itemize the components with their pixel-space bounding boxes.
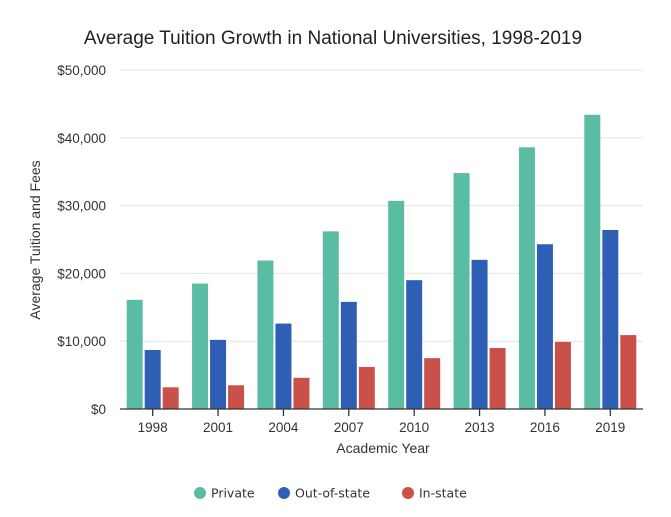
x-tick-label: 2013 (465, 420, 495, 435)
y-axis-title: Average Tuition and Fees (27, 160, 43, 319)
bar-in-state-2007 (358, 366, 375, 409)
legend-label: Private (211, 486, 255, 501)
bar-private-2019 (584, 114, 601, 410)
x-tick-label: 2016 (530, 420, 560, 435)
bar-in-state-2019 (620, 335, 637, 409)
chart-title: Average Tuition Growth in National Unive… (84, 28, 582, 49)
bar-private-2004 (257, 260, 274, 409)
bar-in-state-2004 (293, 377, 310, 409)
bar-out-of-state-2016 (536, 244, 553, 409)
bar-in-state-2016 (554, 341, 571, 409)
x-axis-ticks: 1998 2001 2004 2007 2010 2013 2016 2019 (138, 409, 625, 435)
bars (126, 114, 637, 410)
x-tick-label: 2019 (595, 420, 625, 435)
legend-marker-icon (402, 487, 414, 499)
legend-marker-icon (194, 487, 206, 499)
x-tick-label: 2004 (268, 420, 299, 435)
bar-private-2007 (322, 231, 339, 409)
bar-out-of-state-1998 (144, 350, 161, 409)
x-tick-label: 2010 (399, 420, 429, 435)
legend: Private Out-of-state In-state (194, 486, 467, 501)
bar-out-of-state-2010 (406, 280, 423, 409)
bar-private-2016 (518, 147, 535, 410)
y-tick-label: $0 (91, 402, 106, 417)
bar-in-state-2013 (489, 347, 506, 409)
bar-in-state-2001 (228, 385, 245, 409)
bar-out-of-state-2004 (275, 323, 292, 409)
legend-label: In-state (419, 486, 467, 501)
bar-private-2013 (453, 173, 470, 409)
legend-label: Out-of-state (295, 486, 370, 501)
legend-item-private: Private (194, 486, 255, 501)
bar-out-of-state-2007 (340, 301, 357, 409)
legend-item-in-state: In-state (402, 486, 467, 501)
y-tick-label: $40,000 (57, 131, 106, 146)
bar-private-1998 (126, 299, 143, 409)
legend-item-out-of-state: Out-of-state (278, 486, 370, 501)
y-tick-label: $30,000 (57, 199, 106, 214)
bar-out-of-state-2019 (602, 230, 619, 409)
y-axis-ticks: $0 $10,000 $20,000 $30,000 $40,000 $50,000 (57, 63, 106, 417)
bar-private-2001 (192, 283, 209, 409)
x-tick-label: 2001 (203, 420, 233, 435)
bar-out-of-state-2001 (210, 339, 227, 409)
x-tick-label: 1998 (138, 420, 168, 435)
bar-private-2010 (388, 200, 405, 409)
x-tick-label: 2007 (334, 420, 364, 435)
y-tick-label: $50,000 (57, 63, 106, 78)
bar-out-of-state-2013 (471, 259, 488, 409)
legend-marker-icon (278, 487, 290, 499)
bar-in-state-2010 (424, 358, 441, 409)
gridlines (120, 69, 643, 342)
y-tick-label: $10,000 (57, 334, 106, 349)
x-axis-title: Academic Year (336, 440, 430, 456)
bar-in-state-1998 (162, 387, 179, 409)
y-tick-label: $20,000 (57, 266, 106, 281)
